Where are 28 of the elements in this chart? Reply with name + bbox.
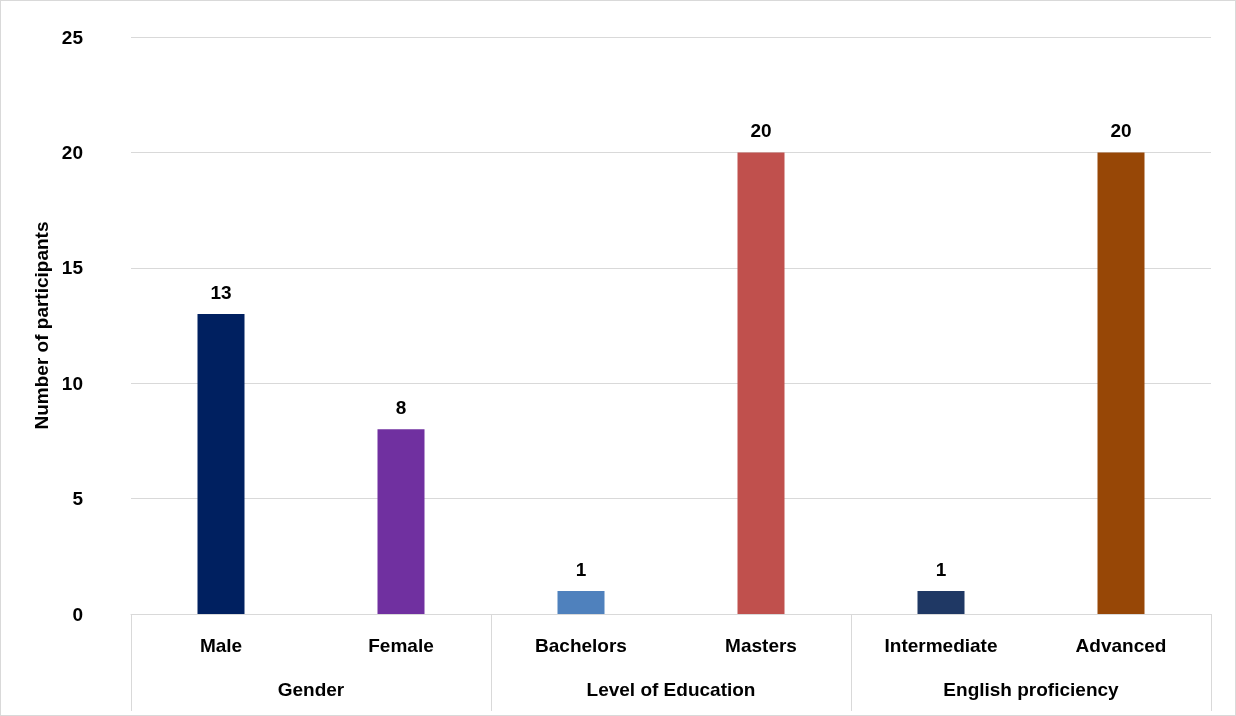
y-tick-label: 25 [61,26,84,48]
text: English proficiency [942,679,1120,701]
bar [377,429,425,614]
text: Gender [276,679,346,701]
x-tick-label: Bachelors [535,635,627,656]
x-tick-label: Advanced [1075,635,1167,656]
y-axis-title: Number of participants [30,221,52,430]
x-tick-label: Female [368,635,434,656]
bar [557,590,605,614]
bar [737,152,785,614]
data-label: 20 [750,120,772,142]
data-label: 20 [1110,120,1132,142]
data-label: 13 [210,281,232,303]
x-tick-label: Intermediate [884,635,998,656]
data-label: 1 [575,558,587,580]
text: Level of Education [585,679,757,701]
bar [917,590,965,614]
y-tick-label: 0 [72,603,83,625]
bar [197,313,245,614]
x-tick-label: Masters [725,635,797,656]
y-tick-label: 5 [72,488,84,510]
data-label: 1 [935,558,947,580]
y-tick-label: 15 [61,257,84,279]
data-label: 8 [395,397,407,419]
y-tick-label: 20 [61,141,83,163]
x-tick-label: Male [199,635,243,656]
bar [1097,152,1145,614]
y-tick-label: 10 [61,372,83,394]
